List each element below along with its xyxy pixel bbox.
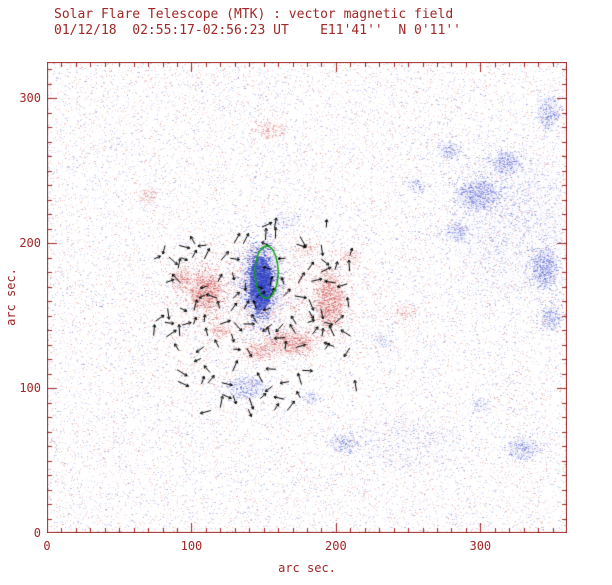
y-tick-label: 0 [33,526,41,540]
magnetogram-canvas [47,62,567,533]
x-tick-label: 200 [325,539,347,553]
plot-title: Solar Flare Telescope (MTK) : vector mag… [54,7,454,22]
y-tick-label: 200 [19,236,41,251]
y-axis-label: arc sec. [4,268,18,326]
x-tick-label: 100 [180,539,203,553]
x-axis-label: arc sec. [278,561,336,575]
y-tick-label: 300 [19,91,41,106]
x-tick-label: 300 [469,539,492,553]
x-tick-label: 0 [43,539,51,553]
y-tick-label: 100 [19,381,41,396]
plot-subtitle: 01/12/18 02:55:17-02:56:23 UT E11'41'' N… [54,23,461,38]
plot-area [47,62,567,533]
